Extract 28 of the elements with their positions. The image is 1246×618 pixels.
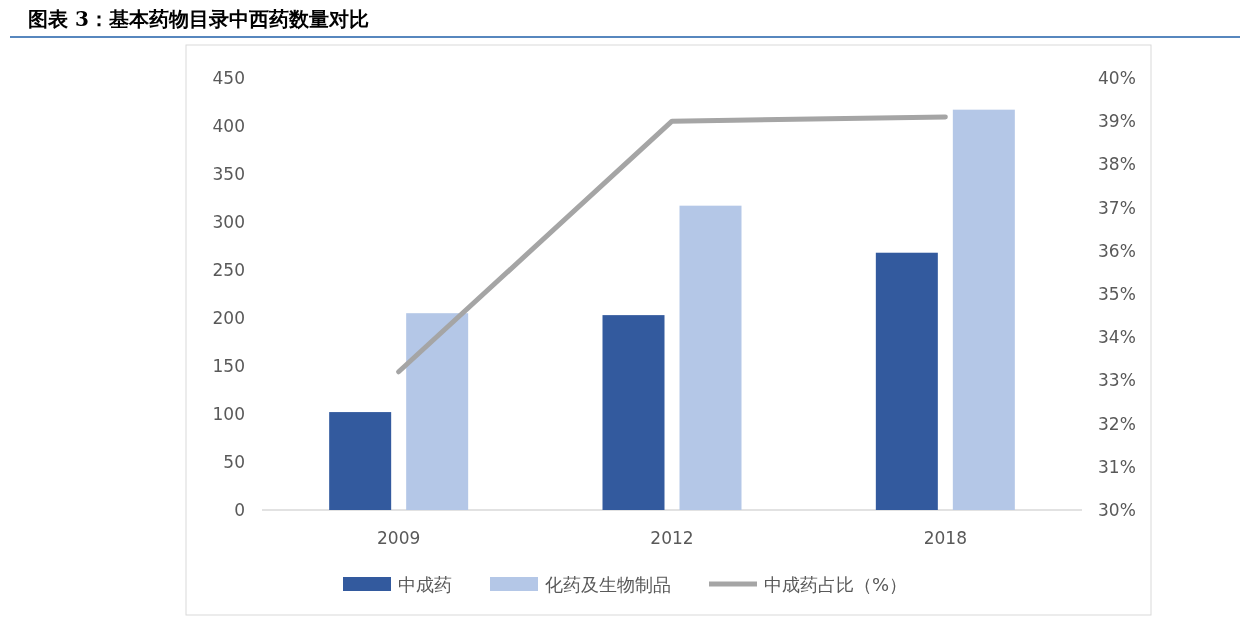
legend-label: 中成药	[398, 574, 452, 595]
chart-title: 图表 3：基本药物目录中西药数量对比	[28, 7, 369, 31]
y2-tick-label: 32%	[1098, 413, 1136, 434]
y2-tick-label: 37%	[1098, 197, 1136, 218]
y-tick-label: 0	[234, 500, 245, 520]
y-tick-label: 100	[212, 404, 245, 424]
y2-tick-label: 33%	[1098, 370, 1136, 391]
y2-tick-label: 38%	[1098, 154, 1136, 175]
y-tick-label: 50	[223, 452, 245, 472]
x-tick-label: 2012	[650, 528, 694, 548]
y2-tick-label: 39%	[1098, 111, 1136, 132]
y-tick-label: 350	[212, 164, 245, 184]
y2-tick-label: 30%	[1098, 500, 1136, 520]
x-tick-label: 2018	[923, 528, 967, 548]
y-tick-label: 400	[212, 116, 245, 136]
legend-label: 化药及生物制品	[545, 574, 671, 595]
x-tick-label: 2009	[377, 528, 421, 548]
legend-label: 中成药占比（%）	[764, 574, 908, 595]
y2-tick-label: 36%	[1098, 240, 1136, 261]
y2-tick-label: 40%	[1098, 68, 1136, 88]
y-tick-label: 300	[212, 212, 245, 232]
y-tick-label: 250	[212, 260, 245, 280]
y2-tick-label: 35%	[1098, 284, 1136, 304]
y-tick-label: 150	[212, 356, 245, 376]
y2-tick-label: 34%	[1098, 327, 1136, 348]
y2-tick-label: 31%	[1098, 456, 1136, 477]
y-tick-label: 200	[212, 308, 245, 328]
y-tick-label: 450	[212, 68, 245, 88]
